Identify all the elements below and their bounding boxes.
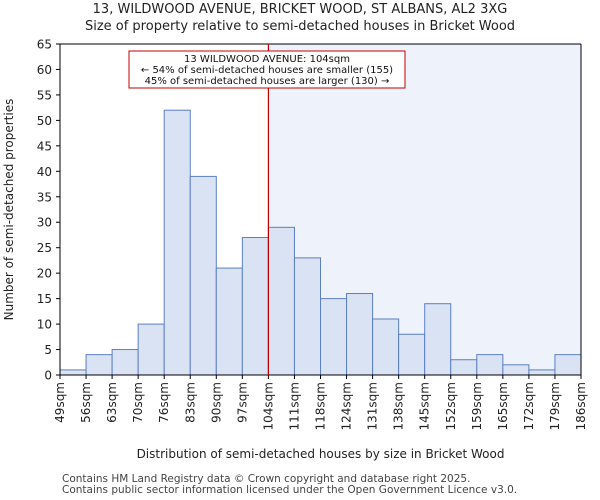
y-tick-label: 60 — [37, 63, 52, 77]
bar-165sqm — [502, 364, 530, 376]
x-axis-label: Distribution of semi-detached houses by … — [137, 447, 505, 461]
bar-152sqm — [450, 359, 478, 376]
x-tick-label: 104sqm — [261, 382, 275, 430]
annotation-line-1: 13 WILDWOOD AVENUE: 104sqm — [184, 54, 350, 65]
x-tick-label: 90sqm — [209, 382, 223, 423]
chart-subtitle: Size of property relative to semi-detach… — [84, 19, 516, 34]
y-tick-label: 35 — [37, 190, 52, 204]
x-tick-label: 83sqm — [183, 382, 197, 423]
annotation-line-2: ← 54% of semi-detached houses are smalle… — [141, 65, 393, 76]
footer-copyright: Contains HM Land Registry data © Crown c… — [62, 473, 471, 485]
x-tick-label: 49sqm — [53, 382, 67, 423]
bar-131sqm — [372, 318, 400, 376]
bar-63sqm — [111, 349, 139, 376]
y-tick-label: 65 — [37, 38, 52, 52]
bar-83sqm — [189, 175, 217, 376]
x-tick-label: 63sqm — [105, 382, 119, 423]
y-tick-label: 15 — [37, 292, 52, 306]
bar-159sqm — [476, 354, 504, 376]
bar-118sqm — [320, 298, 348, 376]
y-tick-label: 10 — [37, 318, 52, 332]
annotation-box — [128, 50, 406, 89]
x-tick-label: 131sqm — [366, 382, 380, 430]
bar-97sqm — [241, 237, 269, 376]
x-tick-label: 172sqm — [522, 382, 536, 430]
bar-70sqm — [137, 323, 165, 376]
bar-49sqm — [59, 369, 87, 376]
x-tick-label: 70sqm — [131, 382, 145, 423]
x-tick-label: 56sqm — [79, 382, 93, 423]
x-tick-label: 145sqm — [418, 382, 432, 430]
x-tick-label: 152sqm — [444, 382, 458, 430]
bar-179sqm — [554, 354, 582, 376]
y-tick-label: 50 — [37, 114, 52, 128]
bar-145sqm — [424, 303, 452, 376]
y-tick-label: 0 — [44, 369, 52, 383]
bar-56sqm — [85, 354, 113, 376]
x-tick-label: 138sqm — [392, 382, 406, 430]
x-tick-label: 76sqm — [157, 382, 171, 423]
y-tick-label: 30 — [37, 216, 52, 230]
bar-172sqm — [528, 369, 556, 376]
x-tick-label: 186sqm — [574, 382, 588, 430]
x-tick-label: 124sqm — [340, 382, 354, 430]
y-tick-label: 20 — [37, 267, 52, 281]
x-tick-label: 165sqm — [496, 382, 510, 430]
footer-licence: Contains public sector information licen… — [62, 484, 518, 496]
bar-138sqm — [398, 333, 426, 376]
y-tick-label: 55 — [37, 88, 52, 102]
y-tick-label: 45 — [37, 139, 52, 153]
x-tick-label: 179sqm — [548, 382, 562, 430]
bar-104sqm — [267, 226, 295, 376]
x-tick-label: 159sqm — [470, 382, 484, 430]
chart-title: 13, WILDWOOD AVENUE, BRICKET WOOD, ST AL… — [92, 2, 508, 17]
bar-76sqm — [163, 109, 191, 376]
y-axis-label: Number of semi-detached properties — [2, 99, 16, 321]
y-tick-label: 40 — [37, 165, 52, 179]
x-tick-label: 118sqm — [314, 382, 328, 430]
bar-111sqm — [293, 257, 322, 376]
x-tick-label: 111sqm — [287, 382, 301, 430]
y-tick-label: 5 — [44, 343, 52, 357]
annotation-line-3: 45% of semi-detached houses are larger (… — [145, 76, 390, 87]
bar-124sqm — [346, 293, 374, 376]
y-tick-label: 25 — [37, 241, 52, 255]
x-tick-label: 97sqm — [235, 382, 249, 423]
bar-90sqm — [215, 267, 243, 376]
